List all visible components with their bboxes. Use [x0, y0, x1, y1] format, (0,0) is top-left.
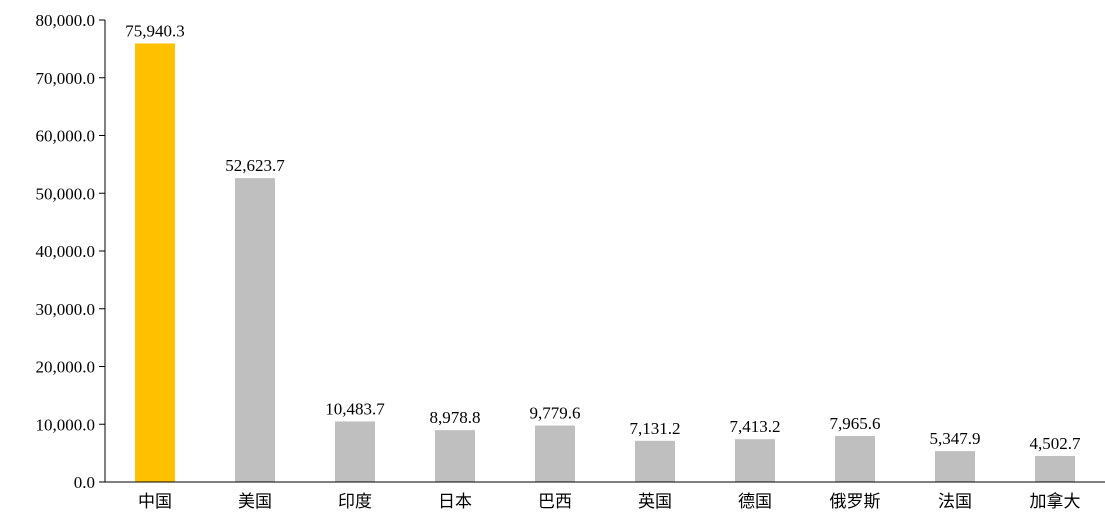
x-category-label: 加拿大 [1030, 491, 1081, 512]
data-label-3: 8,978.8 [430, 408, 481, 427]
data-label-9: 4,502.7 [1030, 434, 1082, 453]
y-tick-label: 60,000.0 [36, 127, 96, 146]
data-label-8: 5,347.9 [930, 429, 981, 448]
x-axis: 中国 美国 印度 日本 巴西 英国 德国 俄罗斯 法国 加拿大 [105, 481, 1105, 512]
bar-7 [835, 435, 875, 482]
bar-6 [735, 439, 775, 482]
y-axis: 0.0 10,000.0 20,000.0 30,000.0 40,000.0 50,00… [36, 11, 106, 492]
x-category-label: 美国 [238, 492, 272, 512]
bar-9 [1035, 455, 1075, 482]
bar-2 [335, 421, 375, 482]
x-category-label: 英国 [638, 492, 672, 512]
y-tick-label: 30,000.0 [36, 300, 96, 319]
y-tick-label: 0.0 [74, 473, 95, 492]
data-label-4: 9,779.6 [530, 404, 581, 423]
y-tick-label: 20,000.0 [36, 358, 96, 377]
data-label-1: 52,623.7 [225, 156, 285, 175]
data-label-5: 7,131.2 [630, 419, 681, 438]
y-tick-label: 70,000.0 [36, 69, 96, 88]
bar-1 [235, 178, 275, 482]
y-tick-label: 10,000.0 [36, 415, 96, 434]
bar-4 [535, 425, 575, 482]
x-category-label: 巴西 [538, 492, 572, 512]
x-category-label: 中国 [138, 492, 172, 512]
x-category-label: 印度 [338, 492, 372, 512]
x-category-label: 德国 [738, 492, 772, 512]
x-category-label: 俄罗斯 [830, 492, 881, 512]
x-category-label: 法国 [938, 492, 972, 512]
y-tick-label: 50,000.0 [36, 184, 96, 203]
bar-3 [435, 430, 475, 482]
x-category-label: 日本 [438, 492, 472, 512]
bars [135, 43, 1075, 483]
y-tick-label: 40,000.0 [36, 242, 96, 261]
y-tick-label: 80,000.0 [36, 11, 96, 30]
bar-5 [635, 440, 675, 482]
data-label-6: 7,413.2 [730, 417, 781, 436]
data-label-0: 75,940.3 [125, 21, 185, 40]
bar-8 [935, 451, 975, 482]
data-label-7: 7,965.6 [830, 414, 881, 433]
bar-0 [135, 43, 175, 483]
data-labels: 75,940.3 52,623.7 10,483.7 8,978.8 9,779.6 7,… [125, 21, 1081, 453]
data-label-2: 10,483.7 [325, 399, 385, 418]
